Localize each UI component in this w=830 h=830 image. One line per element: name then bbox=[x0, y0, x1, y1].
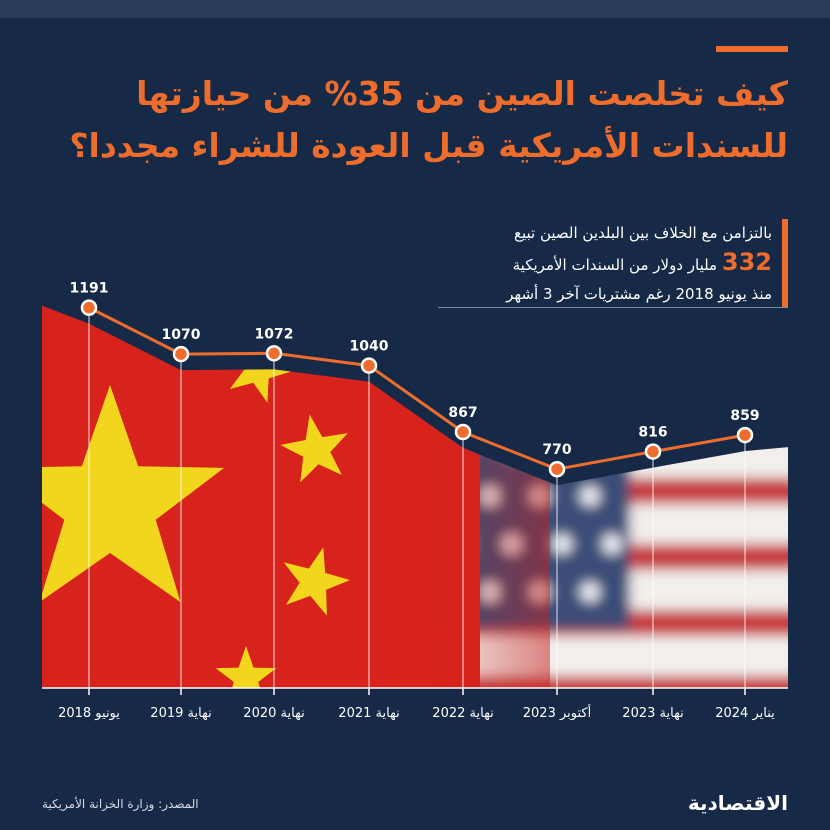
x-tick-label: أكتوبر 2023 bbox=[523, 704, 591, 721]
callout-line-2-text: مليار دولار من السندات الأمريكية bbox=[512, 256, 718, 274]
flag-area bbox=[42, 305, 788, 688]
china-star bbox=[215, 646, 277, 688]
publisher-logo: الاقتصادية bbox=[687, 791, 788, 815]
x-tick-label: نهاية 2019 bbox=[150, 706, 211, 721]
title-line-1: كيف تخلصت الصين من 35% من حيازتها bbox=[136, 74, 788, 113]
us-stripe bbox=[420, 346, 788, 372]
data-point-marker bbox=[644, 443, 662, 460]
value-label: 859 bbox=[730, 408, 759, 424]
us-star bbox=[580, 582, 600, 602]
china-star bbox=[42, 385, 225, 603]
page-title: كيف تخلصت الصين من 35% من حيازتها للسندا… bbox=[48, 68, 788, 172]
x-tick-label: يناير 2024 bbox=[715, 706, 775, 721]
x-tick-label: نهاية 2023 bbox=[622, 706, 683, 721]
x-tick-label: نهاية 2022 bbox=[432, 706, 493, 721]
data-point-marker bbox=[454, 423, 472, 441]
data-point-marker bbox=[360, 357, 378, 374]
data-line bbox=[88, 306, 746, 471]
x-tick-label: يونيو 2018 bbox=[58, 706, 120, 721]
x-tick-label: نهاية 2020 bbox=[243, 706, 304, 721]
callout-line-1: بالتزامن مع الخلاف بين البلدين الصين تبي… bbox=[513, 224, 772, 242]
us-star bbox=[580, 486, 600, 506]
us-star bbox=[602, 438, 622, 458]
value-label: 770 bbox=[542, 442, 571, 458]
data-point-marker bbox=[548, 460, 566, 478]
value-label: 816 bbox=[638, 425, 667, 441]
us-stripe bbox=[420, 305, 788, 306]
value-label: 867 bbox=[448, 405, 477, 421]
us-star bbox=[480, 390, 500, 410]
us-star bbox=[530, 390, 550, 410]
us-star bbox=[430, 390, 450, 410]
value-label: 1072 bbox=[255, 326, 294, 342]
value-label: 1070 bbox=[162, 327, 201, 343]
china-star bbox=[283, 547, 350, 616]
source-note: المصدر: وزارة الخزانة الأمريكية bbox=[42, 797, 199, 811]
data-point-marker bbox=[80, 299, 98, 316]
callout-number: 332 bbox=[721, 248, 772, 276]
us-star bbox=[580, 390, 600, 410]
us-star bbox=[552, 534, 572, 554]
callout-divider bbox=[438, 307, 788, 308]
data-point-marker bbox=[172, 345, 190, 363]
title-line-2: للسندات الأمريكية قبل العودة للشراء مجدد… bbox=[69, 126, 788, 165]
data-point-marker bbox=[736, 426, 754, 444]
title-accent-bar bbox=[716, 46, 788, 52]
value-label: 1040 bbox=[350, 339, 389, 355]
top-band bbox=[0, 0, 830, 18]
callout-line-2: 332 مليار دولار من السندات الأمريكية bbox=[428, 248, 772, 280]
data-point-marker bbox=[265, 345, 283, 362]
us-star bbox=[602, 534, 622, 554]
x-tick-label: نهاية 2021 bbox=[338, 706, 399, 721]
callout-line-3: منذ يونيو 2018 رغم مشتريات آخر 3 أشهر bbox=[506, 285, 772, 303]
callout-box: بالتزامن مع الخلاف بين البلدين الصين تبي… bbox=[428, 219, 788, 307]
value-label: 1191 bbox=[70, 281, 109, 297]
china-star bbox=[280, 414, 348, 483]
